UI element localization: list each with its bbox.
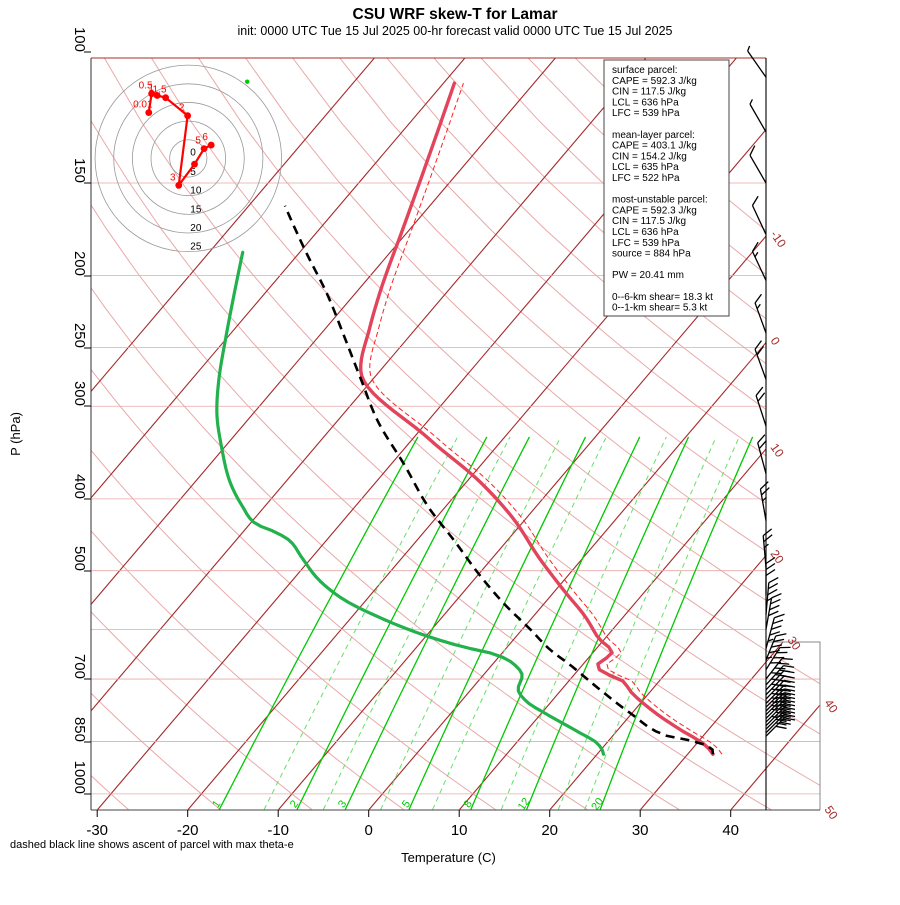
svg-text:most-unstable parcel:: most-unstable parcel:: [612, 195, 708, 206]
svg-text:5: 5: [195, 136, 201, 147]
svg-text:0.01: 0.01: [133, 100, 153, 111]
svg-text:CAPE = 592.3 J/kg: CAPE = 592.3 J/kg: [612, 205, 697, 216]
svg-text:300: 300: [71, 381, 88, 406]
svg-text:30: 30: [632, 822, 649, 839]
svg-text:dashed black line shows ascent: dashed black line shows ascent of parcel…: [10, 839, 294, 851]
svg-text:25: 25: [190, 242, 202, 253]
svg-text:LFC = 522 hPa: LFC = 522 hPa: [612, 173, 680, 184]
svg-text:Temperature (C): Temperature (C): [401, 850, 496, 865]
svg-text:40: 40: [722, 822, 739, 839]
svg-text:700: 700: [71, 654, 88, 679]
svg-text:P (hPa): P (hPa): [8, 412, 23, 456]
svg-text:CIN = 117.5 J/kg: CIN = 117.5 J/kg: [612, 216, 686, 227]
svg-text:LFC = 539 hPa: LFC = 539 hPa: [612, 108, 680, 119]
svg-text:10: 10: [451, 822, 468, 839]
svg-text:0: 0: [365, 822, 373, 839]
svg-text:15: 15: [190, 204, 202, 215]
svg-text:CAPE = 592.3 J/kg: CAPE = 592.3 J/kg: [612, 76, 697, 87]
svg-text:850: 850: [71, 717, 88, 742]
svg-text:20: 20: [541, 822, 558, 839]
svg-text:LFC = 539 hPa: LFC = 539 hPa: [612, 238, 680, 249]
svg-text:0--6-km shear= 18.3 kt: 0--6-km shear= 18.3 kt: [612, 292, 713, 303]
svg-text:CIN = 117.5 J/kg: CIN = 117.5 J/kg: [612, 87, 686, 98]
svg-text:mean-layer parcel:: mean-layer parcel:: [612, 130, 695, 141]
svg-text:PW = 20.41 mm: PW = 20.41 mm: [612, 270, 684, 281]
svg-text:150: 150: [71, 158, 88, 183]
svg-text:surface parcel:: surface parcel:: [612, 65, 678, 76]
svg-text:LCL = 636 hPa: LCL = 636 hPa: [612, 227, 679, 238]
svg-text:-20: -20: [177, 822, 199, 839]
svg-text:100: 100: [71, 27, 88, 52]
svg-text:LCL = 636 hPa: LCL = 636 hPa: [612, 97, 679, 108]
svg-text:0--1-km shear= 5.3 kt: 0--1-km shear= 5.3 kt: [612, 303, 708, 314]
svg-text:-30: -30: [86, 822, 108, 839]
svg-text:LCL = 635 hPa: LCL = 635 hPa: [612, 162, 679, 173]
svg-text:500: 500: [71, 546, 88, 571]
svg-text:CIN = 154.2 J/kg: CIN = 154.2 J/kg: [612, 151, 687, 162]
svg-text:CSU WRF skew-T for Lamar: CSU WRF skew-T for Lamar: [353, 6, 558, 23]
svg-text:source = 884 hPa: source = 884 hPa: [612, 249, 691, 260]
svg-text:-10: -10: [267, 822, 289, 839]
svg-text:init: 0000 UTC Tue 15 Jul 2025: init: 0000 UTC Tue 15 Jul 2025 00-hr for…: [238, 24, 673, 38]
svg-text:1000: 1000: [71, 761, 88, 794]
svg-text:200: 200: [71, 251, 88, 276]
svg-text:CAPE = 403.1 J/kg: CAPE = 403.1 J/kg: [612, 141, 697, 152]
svg-text:3: 3: [170, 172, 176, 183]
svg-text:1.5: 1.5: [153, 85, 167, 96]
svg-text:0: 0: [190, 147, 196, 158]
svg-text:400: 400: [71, 474, 88, 499]
svg-text:6: 6: [202, 132, 208, 143]
svg-text:250: 250: [71, 323, 88, 348]
svg-text:2: 2: [179, 103, 185, 114]
svg-text:10: 10: [190, 186, 202, 197]
svg-text:20: 20: [190, 223, 202, 234]
